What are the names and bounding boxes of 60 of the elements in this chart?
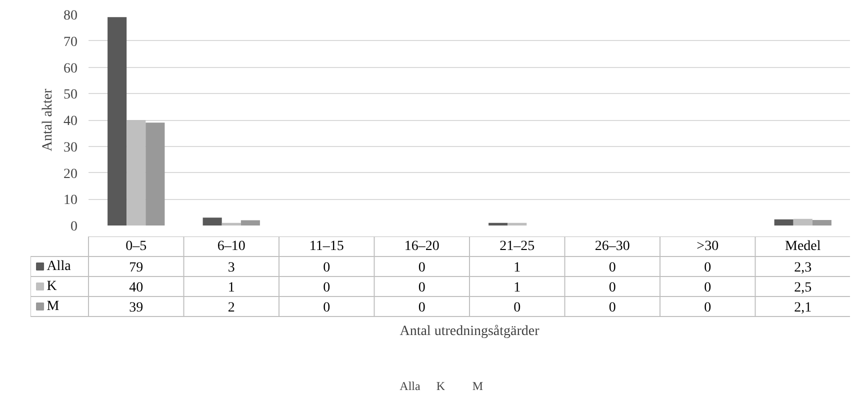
- bar: [222, 222, 241, 226]
- data-label: 40: [129, 280, 144, 296]
- bar: [108, 17, 127, 226]
- data-label: 0: [418, 260, 426, 276]
- bar: [202, 218, 222, 226]
- data-label: 0: [704, 260, 712, 276]
- data-label: 1: [228, 280, 235, 296]
- bar: [126, 120, 146, 226]
- x-tick-label: 26–30: [594, 239, 630, 254]
- x-tick-label: 16–20: [404, 239, 440, 254]
- data-label: 0: [323, 260, 330, 276]
- data-label: 0: [608, 280, 616, 296]
- y-tick-label: 30: [64, 140, 78, 156]
- legend-label: M: [46, 299, 60, 314]
- data-label: 0: [704, 280, 712, 296]
- data-label: 2,5: [794, 280, 812, 296]
- data-label: 0: [323, 280, 330, 296]
- data-label: 39: [129, 300, 144, 316]
- x-tick-label: >30: [696, 239, 719, 254]
- text: Alla: [400, 379, 420, 393]
- y-tick-label: 80: [64, 8, 78, 24]
- y-tick-label: 0: [70, 220, 78, 234]
- bar: [146, 122, 165, 226]
- x-tick-label: 6–10: [217, 239, 246, 254]
- y-tick-label: 60: [64, 61, 78, 76]
- data-label: 0: [323, 300, 330, 316]
- x-tick-label: 0–5: [126, 239, 147, 254]
- data-label: 0: [608, 260, 616, 276]
- data-label: 0: [608, 300, 616, 316]
- y-tick-label: 10: [64, 193, 78, 208]
- data-label: 0: [514, 300, 521, 316]
- y-tick-label: 20: [64, 166, 78, 182]
- data-label: 3: [228, 260, 235, 276]
- data-label: 2: [228, 300, 235, 316]
- legend-label: K: [46, 279, 57, 294]
- data-label: 1: [514, 280, 521, 296]
- data-label: 1: [514, 260, 521, 276]
- bar: [774, 219, 794, 226]
- bar: [508, 222, 527, 226]
- text: K: [436, 379, 446, 393]
- y-axis-title: Antal akter: [40, 88, 56, 152]
- bar: [488, 222, 508, 226]
- x-tick-label: Medel: [784, 239, 821, 254]
- data-label: 2,3: [794, 260, 812, 276]
- bar: [812, 220, 832, 226]
- bar: [240, 220, 260, 226]
- y-tick-label: 50: [64, 88, 78, 103]
- data-label: 0: [418, 300, 426, 316]
- data-label: 79: [129, 260, 144, 276]
- x-axis-title: Antal utredningsåtgärder: [400, 324, 540, 339]
- text: M: [472, 379, 484, 393]
- x-tick-label: 11–15: [309, 239, 344, 254]
- data-label: 0: [418, 280, 426, 296]
- y-tick-label: 70: [64, 34, 78, 50]
- bar: [793, 218, 812, 226]
- data-label: 0: [704, 300, 712, 316]
- y-tick-label: 40: [64, 114, 78, 129]
- x-tick-label: 21–25: [500, 239, 535, 254]
- data-label: 2,1: [794, 300, 812, 316]
- legend-label: Alla: [46, 259, 72, 274]
